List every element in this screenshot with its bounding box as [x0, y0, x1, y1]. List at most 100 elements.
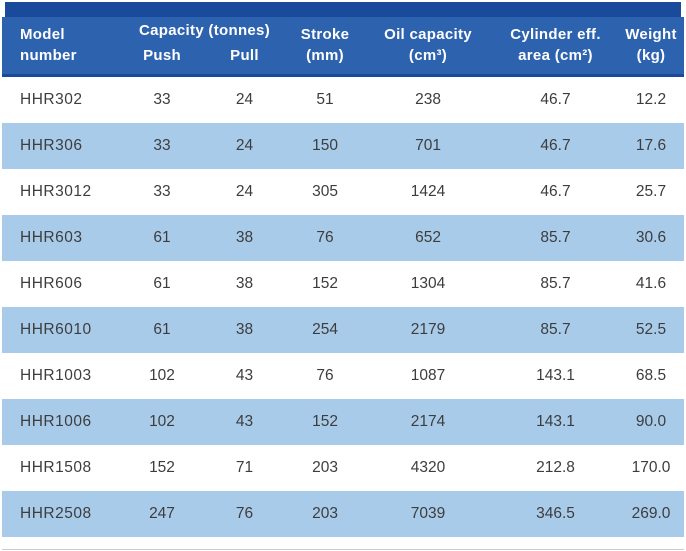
pull-cell: 43 [202, 399, 288, 445]
pull-cell: 24 [235, 183, 254, 200]
model-cell: HHR3012 [20, 183, 92, 200]
header-line: (mm) [306, 46, 344, 64]
push-cell: 102 [149, 367, 175, 384]
weight-cell: 41.6 [635, 275, 667, 292]
pull-cell: 24 [235, 91, 254, 108]
oil-capacity-cell: 1087 [410, 367, 446, 384]
oil-capacity-cell: 1304 [410, 275, 446, 292]
column-header-cylinder-eff-area: Cylinder eff. area (cm²) [493, 17, 619, 77]
table-row: HHR306 33 24 150 701 46.7 17.6 [2, 123, 685, 169]
bottom-divider [2, 549, 684, 550]
header-line: Weight [625, 26, 677, 44]
weight-cell: 68.5 [635, 367, 667, 384]
push-cell: 33 [153, 183, 171, 200]
header-row-sub: Push Pull [2, 42, 684, 77]
pull-cell: 76 [202, 491, 288, 537]
oil-capacity-cell: 701 [363, 123, 494, 169]
table-row: HHR1508 152 71 203 4320 212.8 170.0 [2, 445, 684, 491]
model-cell: HHR606 [20, 275, 83, 292]
stroke-cell: 203 [287, 491, 364, 537]
header-line: number [20, 46, 77, 64]
oil-capacity-cell: 4320 [410, 459, 446, 476]
weight-cell: 90.0 [618, 399, 685, 445]
table-row: HHR2508 247 76 203 7039 346.5 269.0 [2, 491, 685, 537]
cylinder-area-cell: 346.5 [493, 491, 619, 537]
cylinder-area-cell: 46.7 [540, 91, 571, 108]
spec-table-card: Model number Capacity (tonnes) Stroke (m… [2, 2, 685, 537]
table-row: HHR6010 61 38 254 2179 85.7 52.5 [2, 307, 685, 353]
header-line: area (cm²) [518, 46, 593, 64]
header-row-main: Model number Capacity (tonnes) Stroke (m… [2, 17, 685, 77]
pull-cell: 24 [202, 123, 288, 169]
push-cell: 61 [153, 275, 171, 292]
pull-cell: 38 [202, 307, 288, 353]
hydraulic-ram-spec-table: Model number Capacity (tonnes) Stroke (m… [2, 17, 685, 537]
header-line: (cm³) [408, 46, 448, 64]
header-line: Model [20, 26, 65, 44]
table-top-accent-bar [5, 2, 681, 17]
table-row: HHR606 61 38 152 1304 85.7 41.6 [2, 261, 684, 307]
table-header: Model number Capacity (tonnes) Stroke (m… [2, 17, 685, 77]
model-cell: HHR603 [2, 215, 122, 261]
oil-capacity-cell: 2174 [363, 399, 494, 445]
column-header-weight: Weight (kg) [618, 17, 685, 77]
header-line: Stroke [300, 26, 350, 44]
table-row: HHR603 61 38 76 652 85.7 30.6 [2, 215, 685, 261]
push-cell: 33 [122, 123, 202, 169]
cylinder-area-cell: 143.1 [493, 399, 619, 445]
cylinder-area-cell: 85.7 [493, 307, 619, 353]
oil-capacity-cell: 238 [415, 91, 441, 108]
stroke-cell: 76 [316, 367, 334, 384]
weight-cell: 170.0 [631, 459, 671, 476]
column-group-header-capacity: Capacity (tonnes) [122, 17, 288, 42]
pull-cell: 71 [235, 459, 254, 476]
oil-capacity-cell: 1424 [410, 183, 446, 200]
model-cell: HHR306 [2, 123, 122, 169]
push-cell: 152 [149, 459, 175, 476]
stroke-cell: 150 [287, 123, 364, 169]
cylinder-area-cell: 143.1 [536, 367, 575, 384]
table-row: HHR1006 102 43 152 2174 143.1 90.0 [2, 399, 685, 445]
header-line: Oil capacity [384, 26, 472, 44]
table-row: HHR1003 102 43 76 1087 143.1 68.5 [2, 353, 684, 399]
cylinder-area-cell: 46.7 [540, 183, 571, 200]
model-cell: HHR1003 [20, 367, 92, 384]
pull-cell: 38 [202, 215, 288, 261]
column-header-model-number: Model number [2, 17, 122, 77]
push-cell: 247 [122, 491, 202, 537]
model-cell: HHR302 [20, 91, 83, 108]
weight-cell: 12.2 [635, 91, 667, 108]
table-body: HHR302 33 24 51 238 46.7 12.2 HHR306 33 … [2, 77, 685, 537]
stroke-cell: 51 [316, 91, 334, 108]
weight-cell: 25.7 [635, 183, 667, 200]
table-row: HHR3012 33 24 305 1424 46.7 25.7 [2, 169, 684, 215]
column-header-oil-capacity: Oil capacity (cm³) [363, 17, 494, 77]
weight-cell: 30.6 [618, 215, 685, 261]
stroke-cell: 76 [287, 215, 364, 261]
column-header-stroke: Stroke (mm) [287, 17, 364, 77]
stroke-cell: 254 [287, 307, 364, 353]
model-cell: HHR1006 [2, 399, 122, 445]
cylinder-area-cell: 212.8 [536, 459, 575, 476]
cylinder-area-cell: 46.7 [493, 123, 619, 169]
pull-cell: 38 [235, 275, 254, 292]
table-row: HHR302 33 24 51 238 46.7 12.2 [2, 77, 684, 123]
push-cell: 33 [153, 91, 171, 108]
weight-cell: 269.0 [618, 491, 685, 537]
column-header-pull: Pull [202, 42, 288, 77]
weight-cell: 52.5 [618, 307, 685, 353]
push-cell: 61 [122, 307, 202, 353]
column-header-push: Push [122, 42, 202, 77]
push-cell: 61 [122, 215, 202, 261]
stroke-cell: 305 [312, 183, 338, 200]
stroke-cell: 152 [312, 275, 338, 292]
oil-capacity-cell: 2179 [363, 307, 494, 353]
weight-cell: 17.6 [618, 123, 685, 169]
cylinder-area-cell: 85.7 [493, 215, 619, 261]
header-line: (kg) [636, 46, 666, 64]
cylinder-area-cell: 85.7 [540, 275, 571, 292]
stroke-cell: 203 [312, 459, 338, 476]
push-cell: 102 [122, 399, 202, 445]
header-line: Cylinder eff. [510, 26, 601, 44]
